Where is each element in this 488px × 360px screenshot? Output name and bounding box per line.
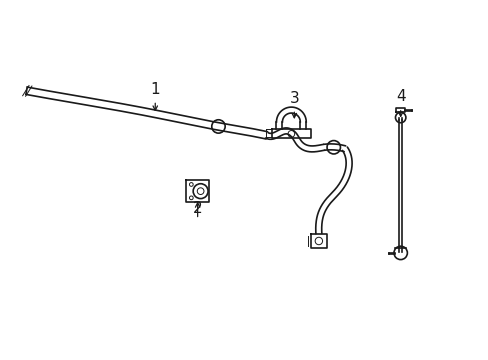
Text: 1: 1	[150, 82, 160, 97]
Text: 3: 3	[289, 91, 299, 105]
Text: 4: 4	[395, 89, 405, 104]
Text: 2: 2	[192, 201, 202, 216]
